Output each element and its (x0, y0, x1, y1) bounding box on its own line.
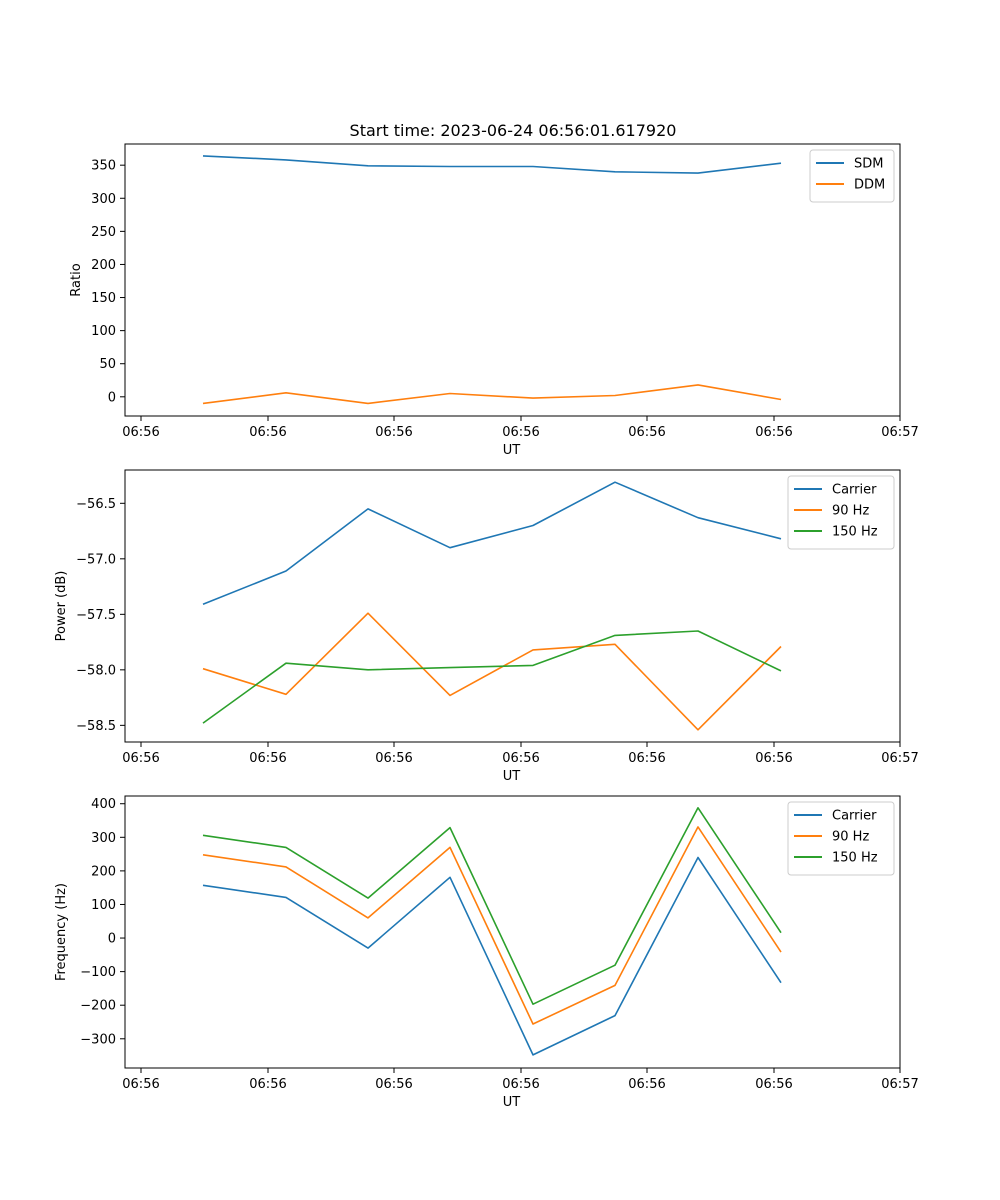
legend-label: 150 Hz (832, 851, 878, 866)
x-tick-label: 06:56 (249, 1077, 286, 1092)
y-tick-label: 200 (91, 258, 116, 273)
x-tick-label: 06:57 (881, 425, 918, 440)
y-tick-label: −57.5 (76, 608, 116, 623)
series-line-90-hz (202, 826, 782, 1025)
legend-label: 90 Hz (832, 830, 869, 845)
legend: SDM DDM (809, 149, 895, 203)
y-tick-label: −56.5 (76, 497, 116, 512)
legend-label: Carrier (832, 809, 877, 824)
y-tick-label: 0 (108, 932, 116, 947)
y-tick-label: −300 (80, 1032, 116, 1047)
y-axis-label: Power (dB) (54, 571, 69, 642)
x-tick-label: 06:56 (375, 425, 412, 440)
panel-2: 06:56 06:56 06:56 06:56 06:56 06:56 06:57 −58.5… (54, 469, 919, 784)
plot-frame (124, 143, 901, 417)
x-tick-label: 06:56 (375, 751, 412, 766)
legend-label: 90 Hz (832, 504, 869, 519)
y-tick-label: 0 (108, 390, 116, 405)
x-tick-label: 06:56 (502, 751, 539, 766)
legend-label: SDM (854, 157, 883, 172)
series-line-150-hz (202, 806, 782, 1006)
plot-frame (124, 795, 901, 1069)
series-line-carrier (202, 481, 782, 606)
x-tick-label: 06:56 (628, 425, 665, 440)
x-tick-label: 06:56 (122, 425, 159, 440)
x-tick-label: 06:56 (122, 1077, 159, 1092)
x-tick-label: 06:56 (502, 1077, 539, 1092)
y-tick-label: 400 (91, 797, 116, 812)
x-tick-label: 06:56 (502, 425, 539, 440)
series-line-sdm (202, 155, 782, 174)
legend: Carrier 90 Hz 150 Hz (787, 475, 895, 550)
series-line-carrier (202, 856, 782, 1056)
legend-label: Carrier (832, 483, 877, 498)
legend-label: DDM (854, 178, 885, 193)
panels: 06:56 06:56 06:56 06:56 06:56 06:56 06:57 0 50 10… (54, 143, 919, 1110)
y-axis-label: Frequency (Hz) (54, 883, 69, 981)
x-tick-label: 06:56 (375, 1077, 412, 1092)
x-tick-label: 06:56 (249, 425, 286, 440)
x-tick-label: 06:56 (755, 425, 792, 440)
x-tick-label: 06:57 (881, 1077, 918, 1092)
x-tick-label: 06:56 (755, 751, 792, 766)
x-axis-label: UT (503, 443, 521, 458)
y-tick-label: 300 (91, 831, 116, 846)
panel-1: 06:56 06:56 06:56 06:56 06:56 06:56 06:57 0 50 10… (69, 143, 919, 458)
x-tick-label: 06:57 (881, 751, 918, 766)
y-tick-label: −58.0 (76, 663, 116, 678)
y-tick-label: 350 (91, 159, 116, 174)
series-line-90-hz (202, 612, 782, 731)
x-tick-label: 06:56 (249, 751, 286, 766)
y-tick-label: 100 (91, 898, 116, 913)
y-tick-label: 300 (91, 192, 116, 207)
x-axis-label: UT (503, 769, 521, 784)
legend-label: 150 Hz (832, 525, 878, 540)
x-tick-label: 06:56 (628, 1077, 665, 1092)
y-tick-label: −58.5 (76, 719, 116, 734)
y-tick-label: −100 (80, 965, 116, 980)
y-tick-label: −200 (80, 999, 116, 1014)
panel-3: 06:56 06:56 06:56 06:56 06:56 06:56 06:57 −300 −… (54, 795, 919, 1110)
y-tick-label: 250 (91, 225, 116, 240)
y-tick-label: 200 (91, 864, 116, 879)
y-axis-label: Ratio (69, 263, 84, 296)
chart-title: Start time: 2023-06-24 06:56:01.617920 (350, 121, 677, 140)
y-tick-label: 50 (99, 357, 116, 372)
y-tick-label: 100 (91, 324, 116, 339)
series-line-150-hz (202, 630, 782, 724)
x-tick-label: 06:56 (755, 1077, 792, 1092)
x-axis-label: UT (503, 1095, 521, 1110)
y-tick-label: 150 (91, 291, 116, 306)
plot-frame (124, 469, 901, 743)
x-tick-label: 06:56 (122, 751, 159, 766)
series-line-ddm (202, 384, 782, 405)
legend: Carrier 90 Hz 150 Hz (787, 801, 895, 876)
x-tick-label: 06:56 (628, 751, 665, 766)
y-tick-label: −57.0 (76, 552, 116, 567)
